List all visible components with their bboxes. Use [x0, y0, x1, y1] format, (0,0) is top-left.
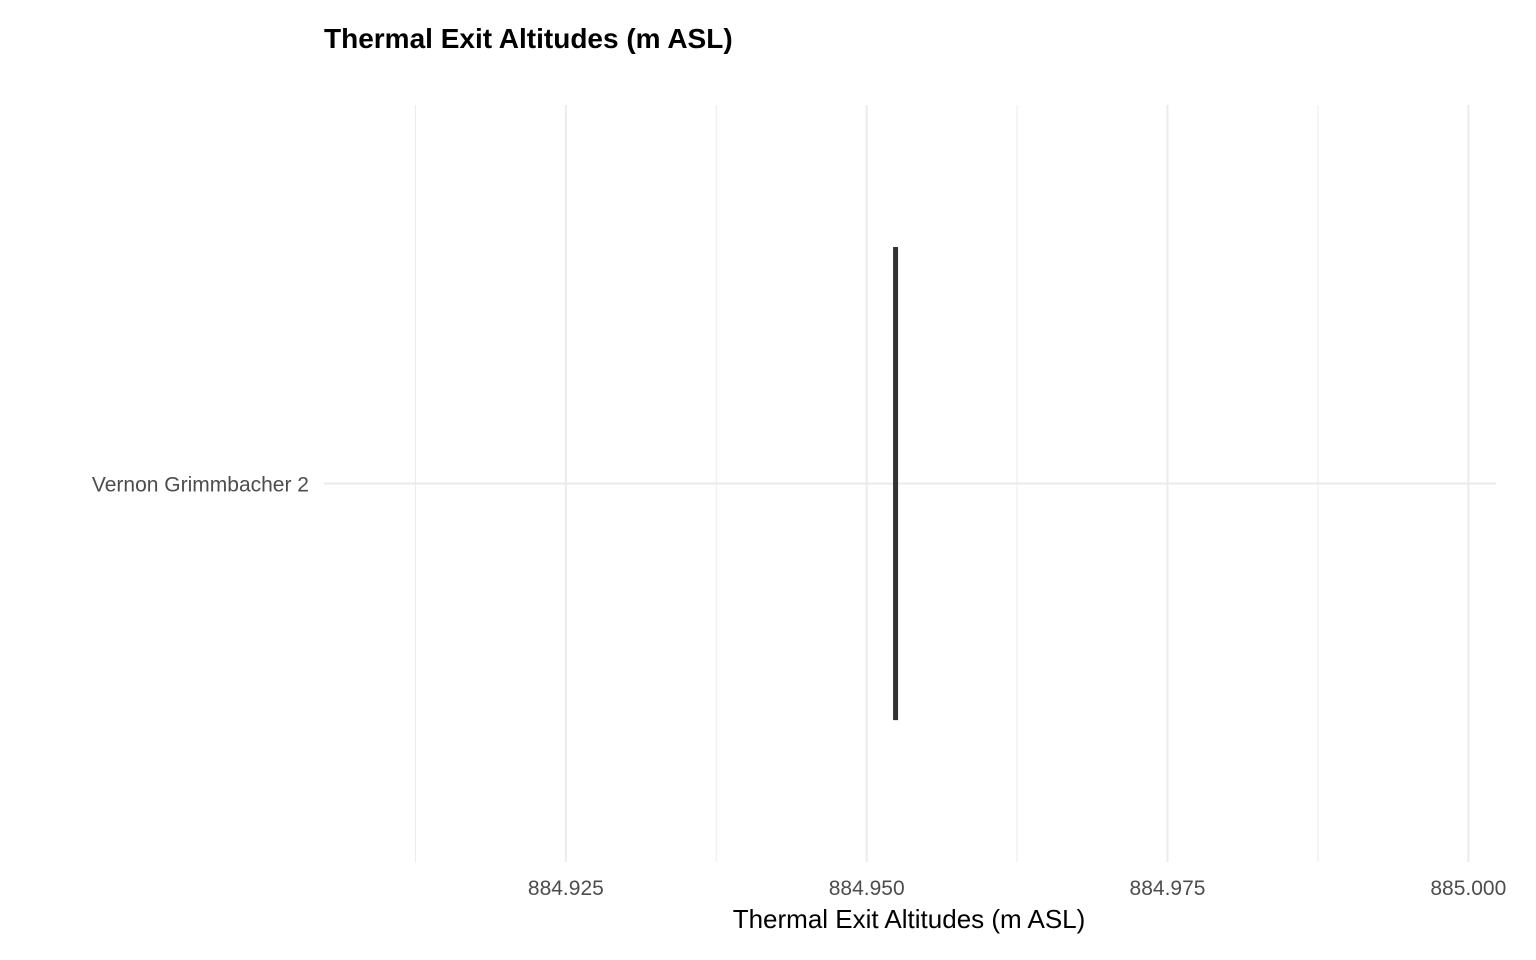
- x-tick-label: 885.000: [1430, 877, 1506, 900]
- tick-labels: 884.925 884.950 884.975 885.000 Vernon Grimm…: [92, 474, 1506, 901]
- x-axis-title: Thermal Exit Altitudes (m ASL): [733, 904, 1086, 934]
- x-tick-label: 884.950: [829, 877, 905, 900]
- grid-lines: [324, 105, 1496, 862]
- y-tick-label: Vernon Grimmbacher 2: [92, 474, 309, 497]
- chart-title: Thermal Exit Altitudes (m ASL): [324, 23, 733, 54]
- x-tick-label: 884.925: [528, 877, 604, 900]
- x-tick-label: 884.975: [1130, 877, 1206, 900]
